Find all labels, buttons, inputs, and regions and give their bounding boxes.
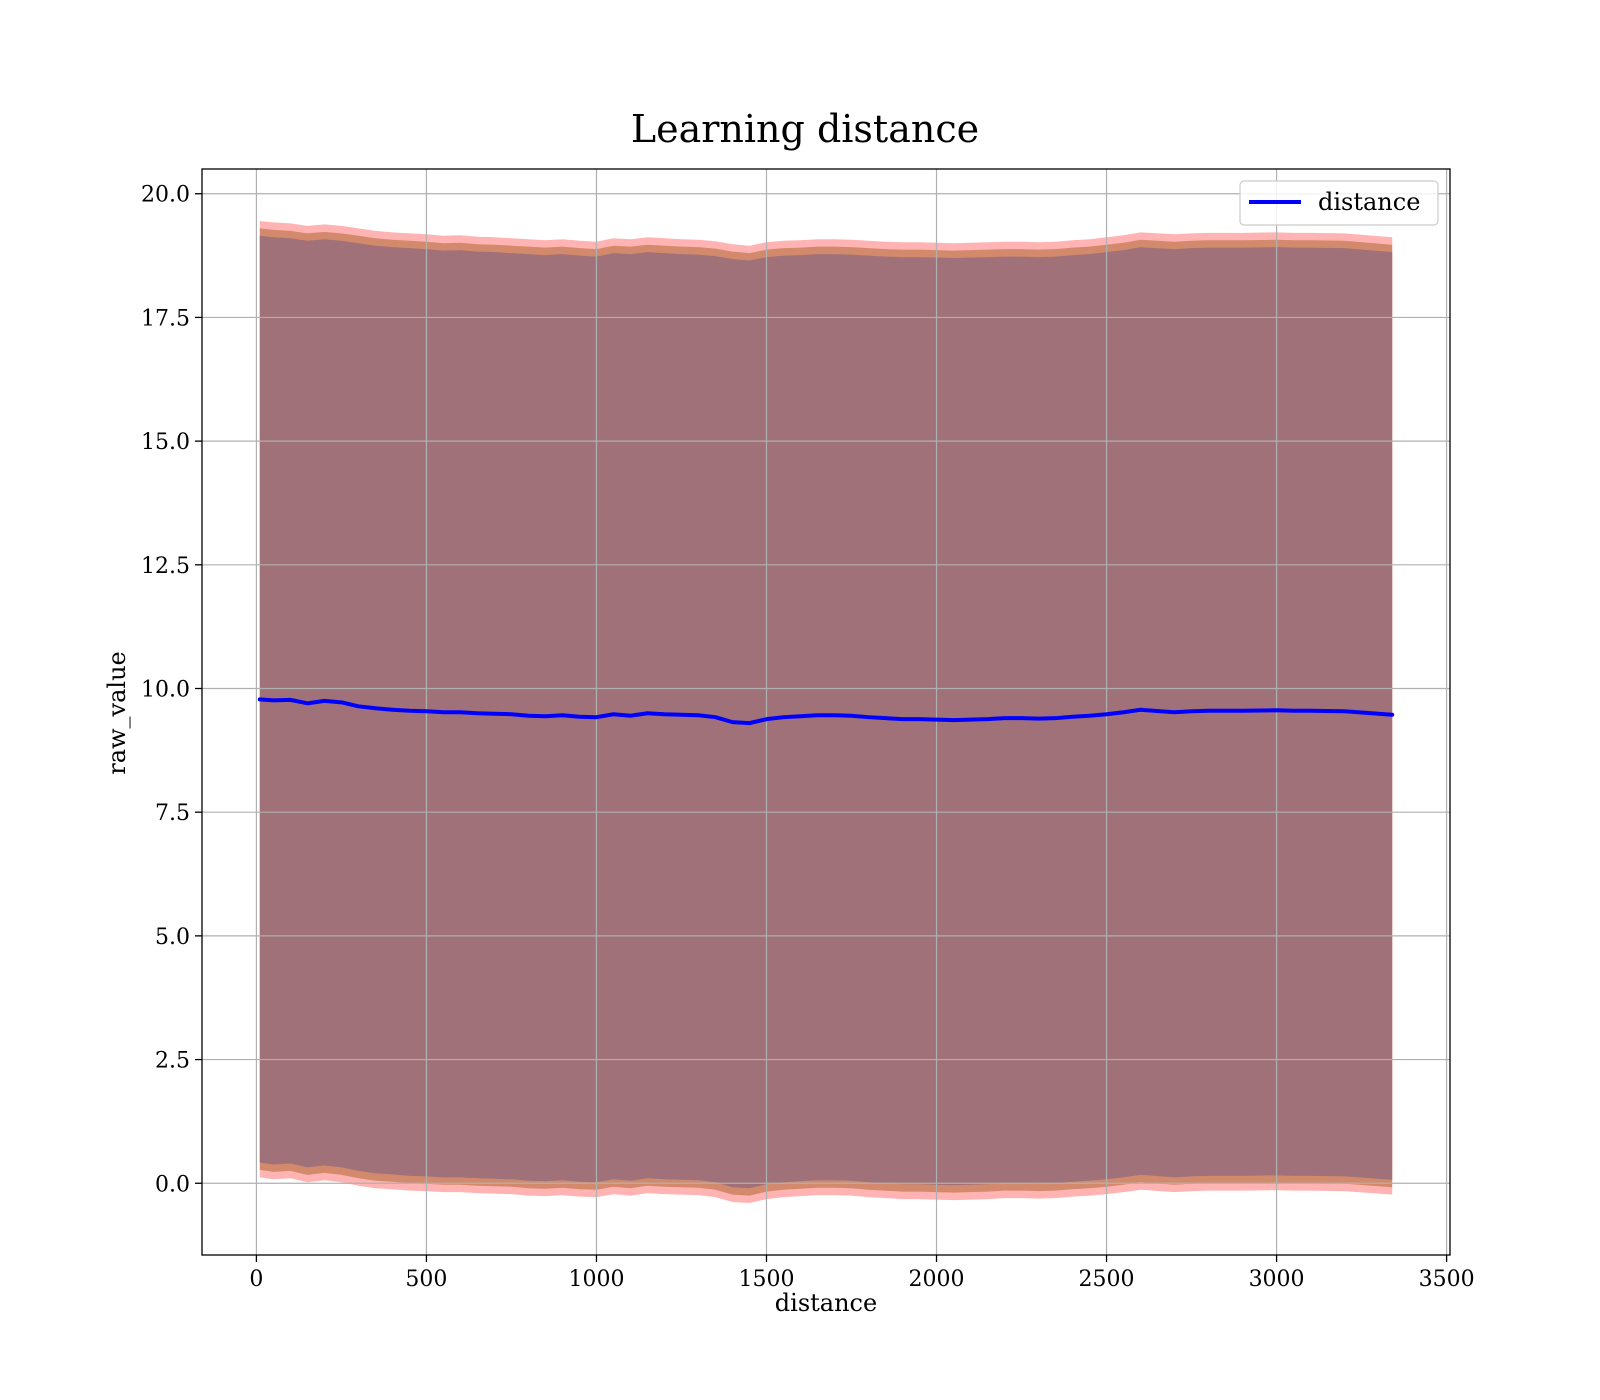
y-tick-label: 5.0 [155, 925, 190, 950]
x-tick-label: 2500 [1079, 1267, 1135, 1292]
x-tick-label: 2000 [909, 1267, 965, 1292]
y-tick-label: 12.5 [141, 554, 190, 579]
series-lines [257, 697, 1395, 726]
plot-area-frame [201, 168, 1451, 1256]
series-line-distance [257, 697, 1395, 726]
y-tick-label: 17.5 [141, 306, 190, 331]
y-axis-label: raw_value [103, 651, 131, 775]
x-tick-label: 3000 [1249, 1267, 1305, 1292]
legend-box [1239, 180, 1439, 226]
x-tick-label: 1500 [738, 1267, 794, 1292]
legend: distance [1239, 180, 1439, 226]
x-tick-label: 0 [249, 1267, 263, 1292]
x-axis-ticks: 0 500 1000 1500 2000 2500 3000 3500 [249, 1255, 1475, 1292]
confidence-bands [259, 220, 1393, 1204]
y-tick-label: 0.0 [155, 1172, 190, 1197]
x-tick-label: 1000 [568, 1267, 624, 1292]
chart-title: Learning distance [631, 107, 979, 151]
y-tick-label: 7.5 [155, 801, 190, 826]
x-axis-label: distance [775, 1289, 877, 1317]
y-axis-ticks: 0.0 2.5 5.0 7.5 10.0 12.5 15.0 17.5 20.0 [141, 183, 202, 1197]
x-tick-label: 500 [405, 1267, 447, 1292]
y-tick-label: 15.0 [141, 430, 190, 455]
x-tick-label: 3500 [1419, 1267, 1475, 1292]
y-tick-label: 10.0 [141, 677, 190, 702]
y-tick-label: 20.0 [141, 183, 190, 208]
legend-label-distance: distance [1318, 188, 1420, 216]
y-tick-label: 2.5 [155, 1049, 190, 1074]
inner-band [259, 235, 1393, 1189]
